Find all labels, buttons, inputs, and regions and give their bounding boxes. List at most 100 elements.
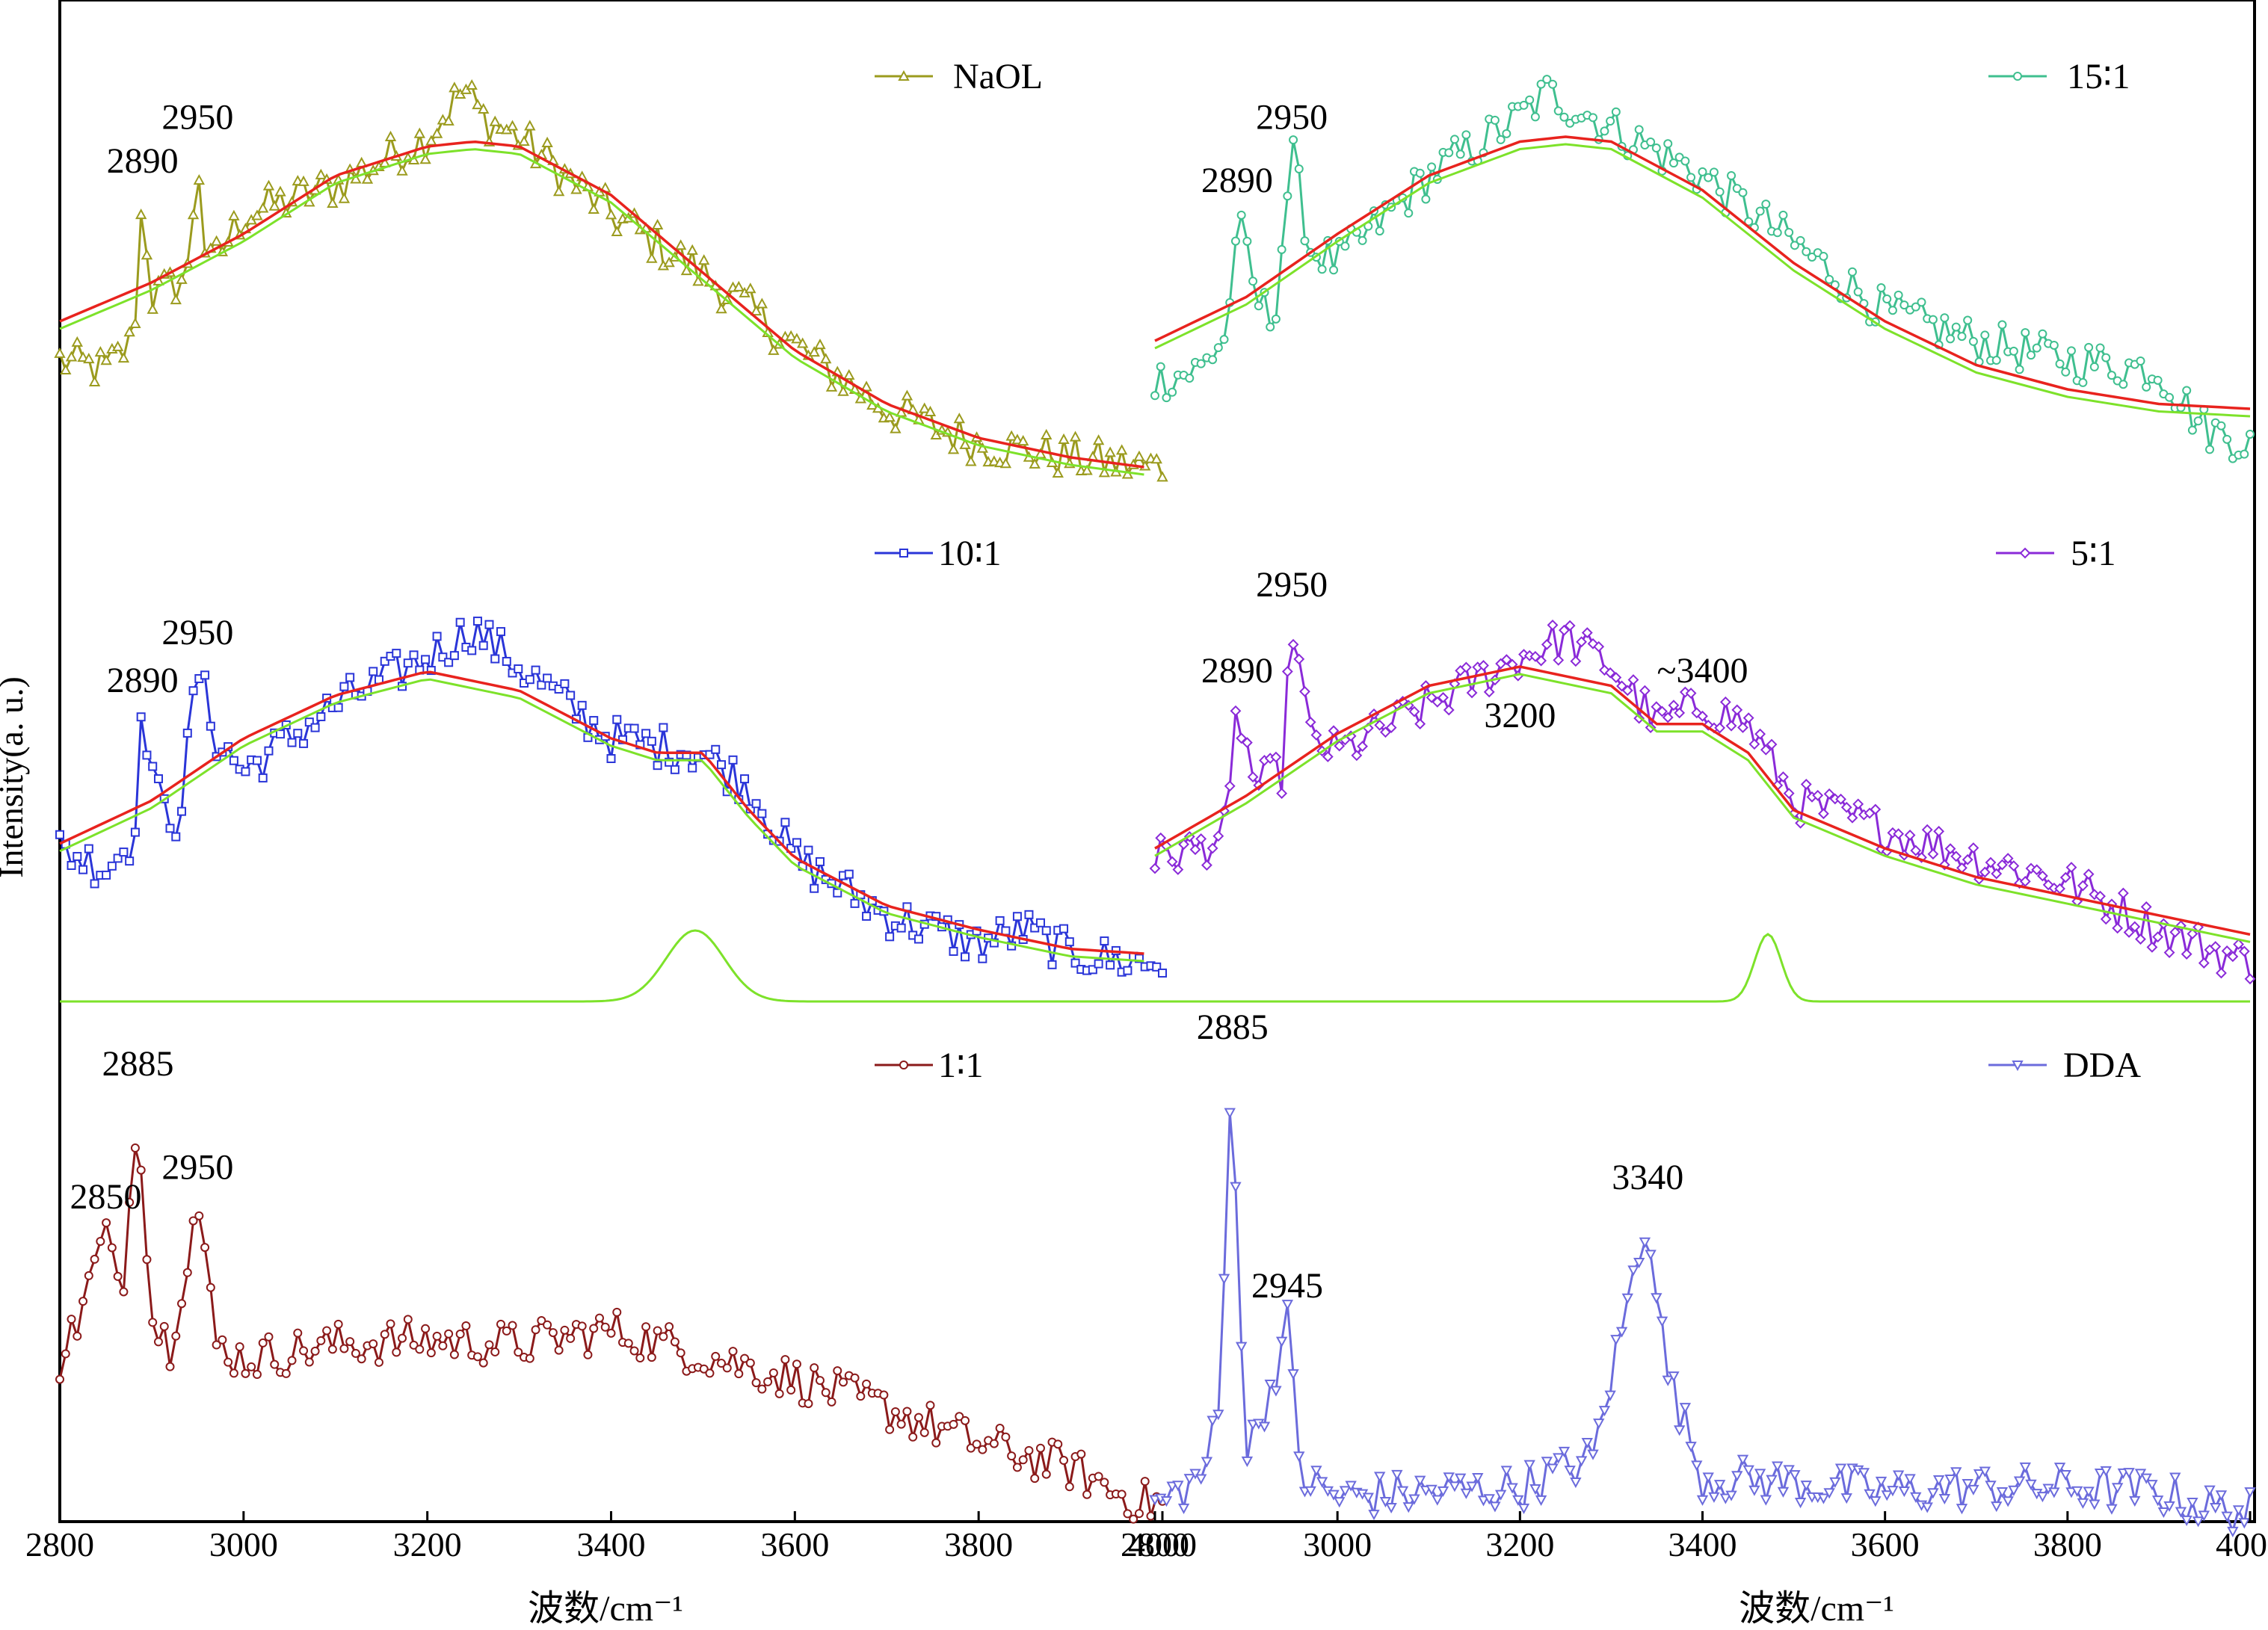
point-top-right (1819, 251, 1828, 261)
point-bottom-right (1454, 1473, 1467, 1484)
point-top-left (141, 249, 153, 260)
point-bottom-right (1615, 1327, 1628, 1338)
point-middle-left (717, 760, 726, 770)
point-middle-left (1035, 918, 1045, 927)
point-middle-right (1351, 750, 1363, 762)
point-middle-right (1778, 771, 1789, 782)
point-bottom-right (1304, 1486, 1316, 1497)
point-top-left (1098, 466, 1111, 478)
point-middle-left (380, 656, 389, 666)
point-top-right (1784, 228, 1794, 238)
point-bottom-left (270, 1359, 280, 1369)
point-middle-left (107, 861, 117, 871)
point-middle-right (1201, 859, 1212, 871)
point-bottom-left (786, 1385, 796, 1395)
point-bottom-right (1207, 1416, 1218, 1427)
point-middle-left (1134, 954, 1144, 963)
point-top-left (1069, 430, 1082, 442)
point-middle-right (1823, 788, 1835, 800)
point-middle-left (612, 714, 622, 724)
point-top-left (1115, 444, 1128, 455)
annotation-bottom-left: 2950 (161, 1148, 233, 1188)
point-bottom-left (995, 1424, 1005, 1433)
point-bottom-right (1500, 1466, 1513, 1477)
point-middle-right (2146, 941, 2158, 953)
point-bottom-left (612, 1307, 622, 1317)
point-top-right (1277, 244, 1286, 254)
point-middle-right (1426, 691, 1437, 703)
point-middle-right (1651, 701, 1663, 713)
point-top-right (1899, 300, 1909, 310)
point-top-left (999, 457, 1012, 469)
point-top-left (733, 280, 745, 291)
point-bottom-left (955, 1412, 964, 1421)
point-middle-left (67, 860, 76, 870)
point-top-right (1375, 226, 1384, 236)
point-bottom-right (2089, 1499, 2101, 1510)
point-bottom-left (531, 1325, 540, 1335)
point-middle-right (2083, 868, 2095, 880)
point-middle-right (1443, 704, 1455, 716)
point-bottom-right (1932, 1475, 1945, 1487)
point-bottom-left (258, 1338, 268, 1347)
point-middle-right (2238, 945, 2250, 957)
point-middle-left (73, 851, 82, 861)
legend-label-top-left: NaOL (953, 57, 1043, 96)
point-top-left (396, 164, 408, 176)
point-top-left (1052, 466, 1064, 478)
point-bottom-right (2002, 1496, 2014, 1507)
point-bottom-left (1041, 1469, 1051, 1479)
point-bottom-left (763, 1377, 773, 1386)
point-middle-left (142, 750, 152, 760)
point-top-left (123, 326, 135, 337)
point-middle-right (2187, 928, 2198, 939)
point-middle-right (1299, 685, 1310, 697)
point-bottom-left (560, 1325, 570, 1335)
point-bottom-right (1823, 1488, 1835, 1499)
point-bottom-right (2175, 1507, 2187, 1518)
point-top-left (298, 175, 309, 186)
point-bottom-left (659, 1332, 668, 1342)
point-top-right (1732, 184, 1742, 194)
point-middle-right (2163, 947, 2175, 958)
x-axis-label-left: 波数/cm⁻¹ (528, 1589, 683, 1629)
point-top-right (2049, 340, 2059, 350)
point-middle-left (177, 806, 187, 816)
point-top-left (768, 344, 780, 355)
point-bottom-left (461, 1321, 471, 1331)
point-top-right (1248, 277, 1258, 286)
point-middle-right (1304, 716, 1316, 728)
point-top-right (1738, 188, 1748, 197)
point-top-right (2153, 375, 2163, 385)
point-top-right (1236, 210, 1246, 220)
point-middle-right (1178, 839, 1189, 850)
point-middle-right (2002, 853, 2014, 865)
point-middle-right (1432, 696, 1443, 708)
point-bottom-right (1414, 1475, 1426, 1487)
point-bottom-right (1241, 1456, 1254, 1467)
annotation-bottom-right: 2885 (1197, 1007, 1269, 1047)
point-middle-left (472, 617, 482, 626)
point-middle-right (2227, 951, 2239, 963)
point-middle-left (1123, 966, 1133, 975)
point-top-left (791, 333, 803, 344)
point-middle-left (1088, 965, 1097, 975)
point-top-left (506, 120, 519, 131)
point-bottom-left (833, 1366, 842, 1376)
point-middle-left (751, 799, 761, 809)
point-middle-right (1155, 832, 1167, 844)
point-bottom-right (1708, 1492, 1720, 1503)
point-bottom-right (1581, 1437, 1593, 1449)
point-middle-left (264, 746, 274, 756)
point-bottom-left (577, 1321, 587, 1331)
point-middle-left (543, 673, 552, 683)
point-bottom-left (600, 1322, 610, 1332)
point-middle-right (1967, 842, 1979, 853)
point-bottom-right (1529, 1484, 1541, 1495)
point-middle-left (1152, 962, 1162, 972)
point-middle-right (2221, 945, 2233, 957)
point-bottom-left (896, 1419, 906, 1429)
point-bottom-right (1547, 1463, 1559, 1475)
point-bottom-right (2192, 1516, 2204, 1528)
legend-marker-bottom-left (899, 1061, 908, 1069)
